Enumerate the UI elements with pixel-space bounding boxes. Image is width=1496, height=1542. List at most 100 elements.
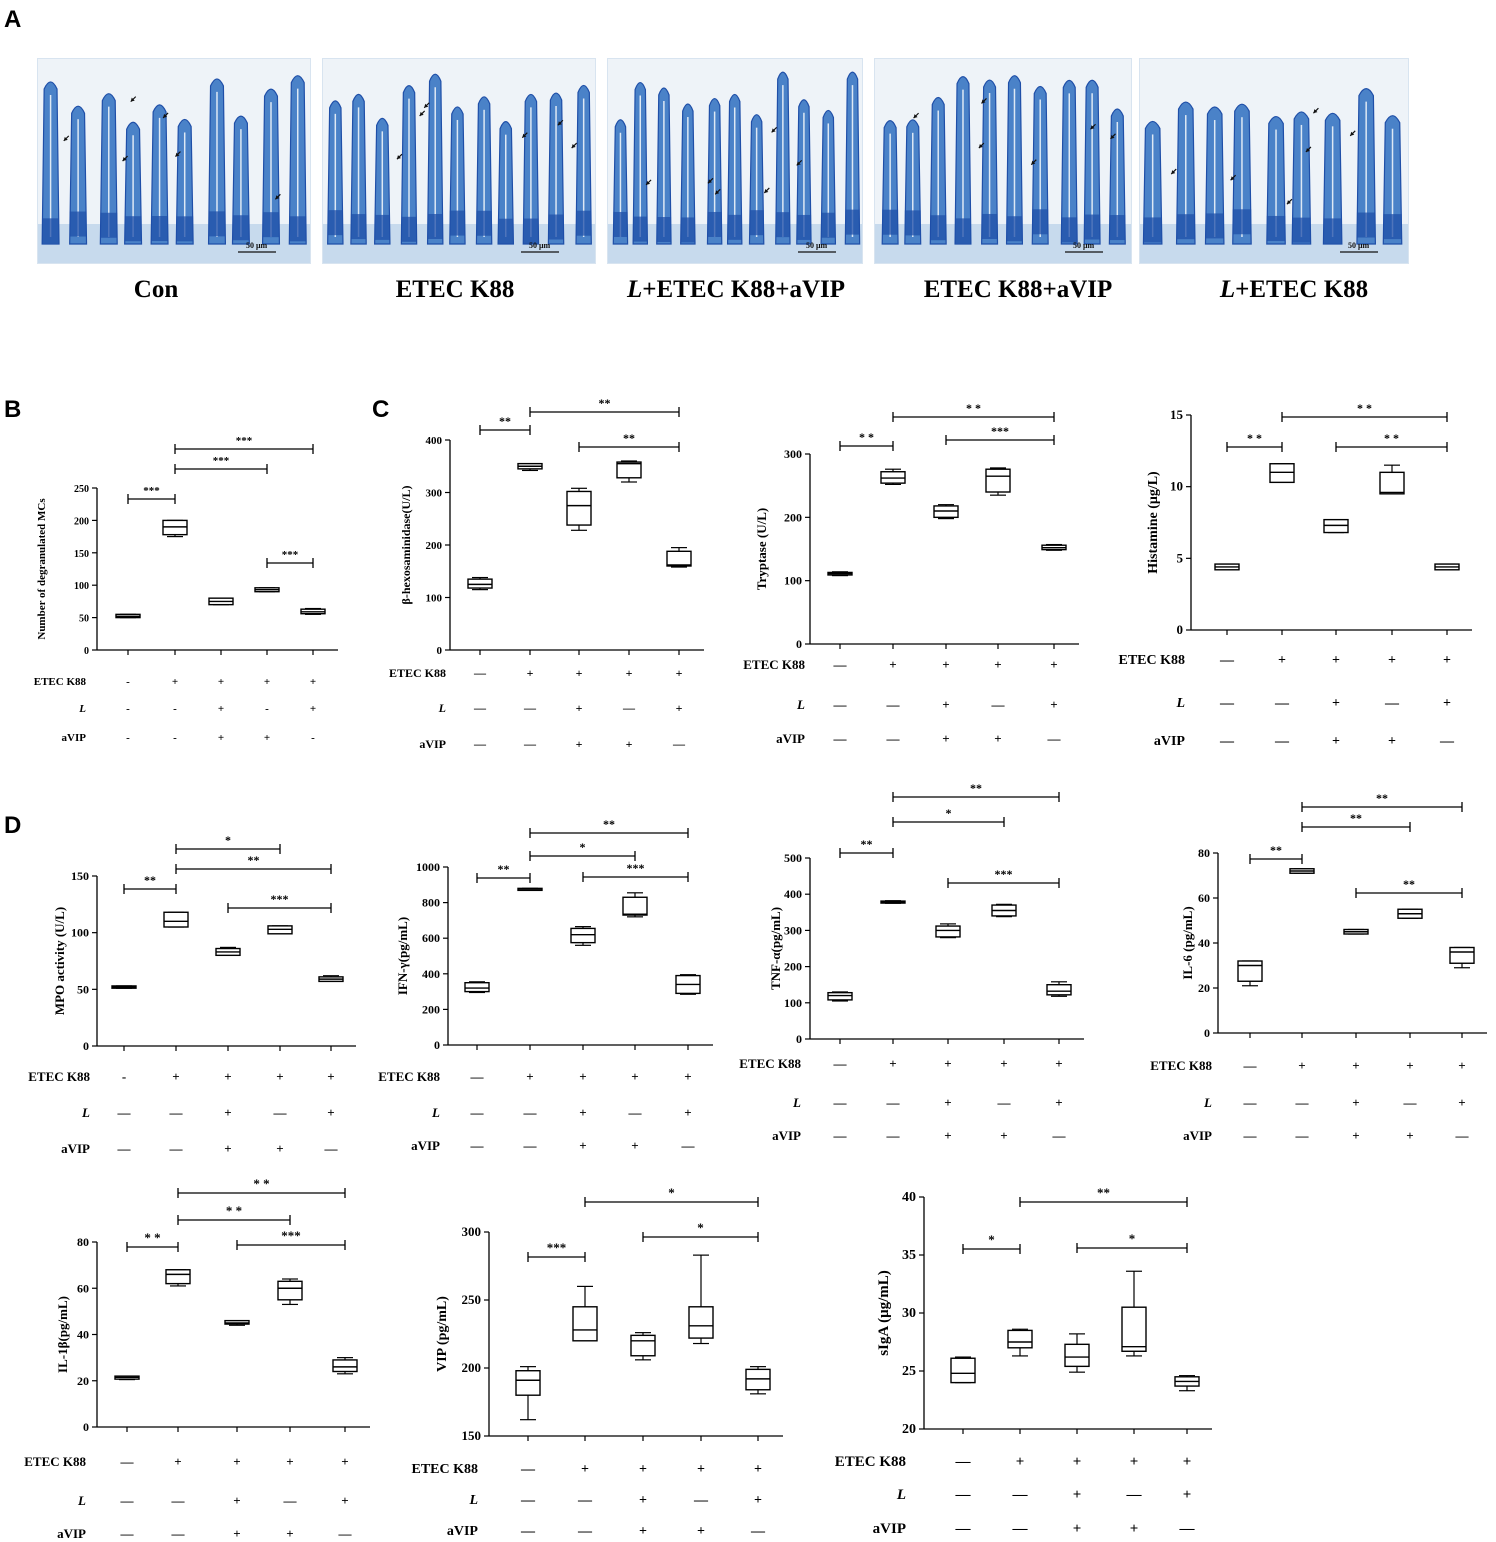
crypt [548, 214, 564, 240]
mast-cell-arrowhead [557, 121, 562, 126]
treatment-sign: — [681, 1138, 696, 1153]
treatment-sign: — [1403, 1095, 1418, 1110]
treatment-sign: + [1278, 653, 1286, 668]
treatment-sign: + [172, 676, 178, 688]
treatment-sign: + [1332, 734, 1340, 749]
treatment-row-label: ETEC K88 [34, 676, 87, 688]
micrograph-caption-con: Con [133, 276, 179, 303]
significance-label: ** [499, 414, 511, 428]
y-tick-label: 400 [422, 967, 440, 981]
treatment-sign: — [693, 1493, 709, 1508]
mast-cell-arrowhead [122, 157, 127, 162]
treatment-sign: + [1458, 1058, 1465, 1073]
crypt [904, 210, 921, 236]
treatment-sign: + [942, 697, 949, 712]
treatment-sign: — [1219, 696, 1235, 711]
crypt [1061, 217, 1078, 243]
box [1121, 1306, 1147, 1352]
y-tick-label: 300 [784, 923, 802, 937]
treatment-sign: + [264, 676, 270, 688]
crypt [69, 211, 87, 237]
y-tick-label: 60 [77, 1281, 89, 1295]
scale-bar-label: 50 μm [806, 241, 828, 250]
treatment-row-label: aVIP [447, 1524, 479, 1539]
significance-label: * * [1357, 401, 1372, 415]
significance-label: * * [1247, 431, 1262, 445]
treatment-sign: — [833, 1056, 848, 1071]
box [332, 1359, 358, 1373]
y-tick-label: 40 [77, 1328, 89, 1342]
treatment-sign: — [577, 1493, 593, 1508]
treatment-row-label: L [438, 701, 446, 715]
y-axis-label: Number of degranulated MCs [36, 498, 48, 640]
treatment-row-label: L [468, 1493, 478, 1508]
y-tick-label: 100 [74, 581, 89, 592]
treatment-sign: + [233, 1454, 240, 1469]
treatment-row-label: ETEC K88 [739, 1056, 801, 1071]
box [622, 896, 648, 916]
y-tick-label: 20 [1198, 981, 1210, 995]
significance-label: * [946, 806, 952, 820]
treatment-sign: + [944, 1128, 951, 1143]
treatment-sign: — [470, 1069, 485, 1084]
treatment-sign: + [631, 1138, 638, 1153]
treatment-sign: — [120, 1454, 135, 1469]
y-tick-label: 100 [784, 574, 802, 588]
chart-tnf: 0100200300400500TNF-α(pg/mL)********ETEC… [739, 781, 1084, 1143]
box [1323, 518, 1349, 534]
significance-label: ** [1350, 811, 1362, 825]
treatment-sign: + [994, 657, 1001, 672]
treatment-sign: + [639, 1493, 647, 1508]
treatment-sign: + [639, 1462, 647, 1477]
y-axis-label: Tryptase (U/L) [754, 508, 769, 590]
treatment-sign: + [579, 1069, 586, 1084]
treatment-sign: + [224, 1141, 231, 1156]
treatment-row-label: ETEC K88 [378, 1069, 440, 1084]
treatment-sign: — [997, 1095, 1012, 1110]
box [515, 1370, 541, 1396]
treatment-row-label: aVIP [772, 1128, 801, 1143]
treatment-sign: + [327, 1069, 334, 1084]
micrograph-caption-etec-avip: ETEC K88+aVIP [923, 276, 1113, 303]
crypt [498, 218, 514, 244]
treatment-sign: + [639, 1524, 647, 1539]
treatment-row-label: ETEC K88 [24, 1454, 86, 1469]
y-tick-label: 100 [71, 926, 89, 940]
crypt [208, 211, 226, 237]
crypt [289, 216, 307, 242]
treatment-row-label: ETEC K88 [411, 1462, 478, 1477]
treatment-sign: — [473, 737, 487, 751]
scale-bar-label: 50 μm [529, 241, 551, 250]
significance-label: * * [966, 401, 981, 415]
treatment-sign: + [1443, 653, 1451, 668]
y-tick-label: 200 [462, 1360, 482, 1375]
y-tick-label: 150 [74, 549, 89, 560]
treatment-sign: — [622, 701, 636, 715]
crypt [1032, 209, 1049, 235]
y-tick-label: 35 [902, 1248, 916, 1263]
box [616, 461, 642, 479]
treatment-sign: — [1243, 1128, 1258, 1143]
panel-letter-a: A [4, 6, 22, 33]
treatment-row-label: ETEC K88 [1118, 653, 1185, 668]
treatment-sign: - [122, 1069, 126, 1084]
treatment-sign: + [1055, 1095, 1062, 1110]
crypt [124, 216, 142, 242]
treatment-sign: — [520, 1462, 536, 1477]
y-tick-label: 100 [784, 996, 802, 1010]
treatment-sign: — [833, 657, 848, 672]
y-tick-label: 200 [422, 1002, 440, 1016]
crypt [1205, 213, 1224, 239]
treatment-sign: — [1439, 734, 1455, 749]
treatment-sign: - [173, 732, 177, 744]
treatment-sign: + [1000, 1056, 1007, 1071]
micrograph-etec-avip: 50 μm [874, 58, 1132, 264]
treatment-sign: + [576, 666, 583, 680]
treatment-sign: + [224, 1069, 231, 1084]
significance-label: * * [226, 1203, 242, 1218]
box [1007, 1329, 1033, 1349]
y-tick-label: 0 [84, 646, 89, 657]
treatment-sign: + [1352, 1058, 1359, 1073]
crypt [633, 216, 648, 242]
